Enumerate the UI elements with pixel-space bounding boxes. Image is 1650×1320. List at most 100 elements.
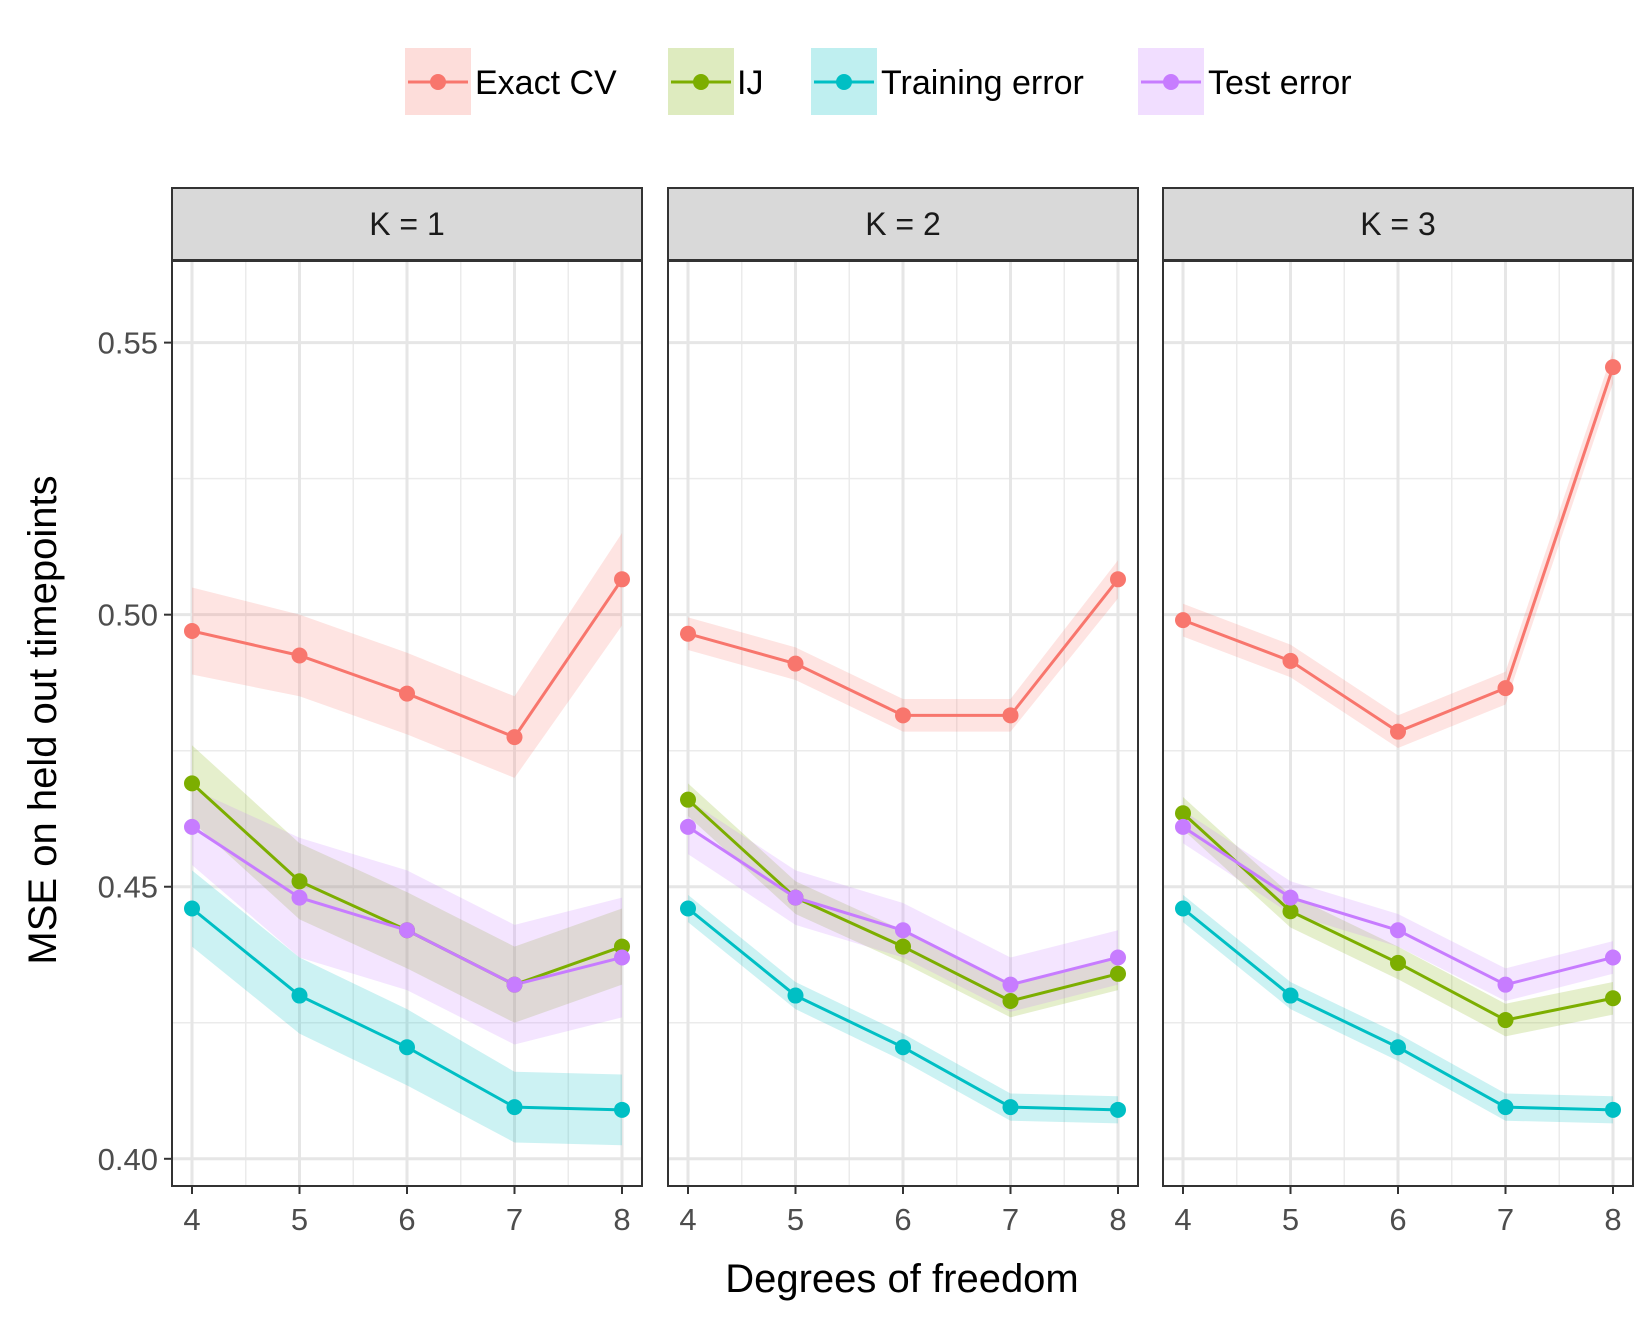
x-axis-title: Degrees of freedom <box>725 1257 1079 1301</box>
panel-2: K = 2 4 5 6 7 8 <box>667 187 1139 1237</box>
point-exact-cv <box>1390 723 1406 740</box>
point-ij <box>680 791 696 808</box>
point-ij <box>1175 805 1191 822</box>
legend-key-point <box>1163 74 1179 90</box>
ribbon-training-error <box>688 894 1118 1124</box>
legend-item-ij: IJ <box>668 48 763 115</box>
chart-panels: K = 1 4 5 6 7 8 K = 2 4 5 6 7 8 K = 3 4 5 6 7 8 <box>171 187 1634 1237</box>
legend-label: IJ <box>737 64 763 102</box>
point-training-error <box>787 987 804 1004</box>
panel-1: K = 1 4 5 6 7 8 <box>171 187 643 1237</box>
legend-key-point <box>836 74 852 90</box>
x-tick-label: 8 <box>613 1202 630 1237</box>
point-exact-cv <box>399 685 415 702</box>
legend-item-test-error: Test error <box>1138 48 1352 115</box>
point-exact-cv <box>1002 707 1019 724</box>
point-test-error <box>1175 818 1191 835</box>
ribbon-test-error <box>1183 810 1613 1001</box>
y-tick-label: 0.50 <box>98 598 158 633</box>
ribbon-training-error <box>1183 894 1613 1124</box>
point-test-error <box>895 922 911 939</box>
point-training-error <box>1497 1099 1514 1116</box>
legend-label: Training error <box>881 64 1084 102</box>
point-test-error <box>787 889 804 906</box>
x-tick-label: 8 <box>1109 1202 1126 1237</box>
ribbon-training-error <box>192 870 622 1146</box>
point-exact-cv <box>680 625 696 642</box>
point-training-error <box>1110 1101 1126 1118</box>
ribbon-ij <box>1183 796 1613 1037</box>
ribbon-exact-cv <box>1183 350 1613 748</box>
x-tick-label: 5 <box>291 1202 308 1237</box>
point-training-error <box>1605 1101 1621 1118</box>
x-tick-label: 4 <box>1174 1202 1191 1237</box>
point-exact-cv <box>1605 359 1621 376</box>
x-tick-label: 7 <box>506 1202 523 1237</box>
point-test-error <box>680 818 696 835</box>
point-ij <box>1110 965 1126 982</box>
point-exact-cv <box>1175 612 1191 629</box>
point-exact-cv <box>291 647 308 664</box>
point-test-error <box>291 889 308 906</box>
point-test-error <box>1605 949 1621 966</box>
point-exact-cv <box>1282 652 1299 669</box>
point-ij <box>1497 1012 1514 1029</box>
panel-strip-label: K = 1 <box>369 206 445 242</box>
legend-item-training-error: Training error <box>811 48 1084 115</box>
legend-label: Test error <box>1208 64 1352 102</box>
legend-label: Exact CV <box>475 64 617 102</box>
x-tick-label: 5 <box>1282 1202 1299 1237</box>
point-training-error <box>184 900 200 917</box>
legend-key-point <box>430 74 446 90</box>
legend: Exact CV IJ Training error Test error <box>405 48 1352 115</box>
point-test-error <box>399 922 415 939</box>
legend-key-point <box>693 74 709 90</box>
point-training-error <box>506 1099 523 1116</box>
x-tick-label: 4 <box>679 1202 696 1237</box>
point-exact-cv <box>1497 680 1514 697</box>
ribbon-exact-cv <box>192 533 622 778</box>
ribbon-ij <box>688 783 1118 1018</box>
point-ij <box>1605 990 1621 1007</box>
point-ij <box>1002 993 1019 1009</box>
point-test-error <box>1282 889 1299 906</box>
point-test-error <box>184 818 200 835</box>
panel-gridlines <box>1163 261 1633 1186</box>
panel-strip <box>1162 187 1634 261</box>
panel-gridlines <box>668 261 1138 1186</box>
ribbon-exact-cv <box>688 560 1118 732</box>
point-test-error <box>1390 922 1406 939</box>
ribbon-ij <box>192 745 622 1023</box>
legend-item-exact-cv: Exact CV <box>405 48 617 115</box>
x-tick-label: 7 <box>1497 1202 1514 1237</box>
point-exact-cv <box>1110 571 1126 588</box>
point-training-error <box>1002 1099 1019 1116</box>
point-ij <box>291 873 308 890</box>
point-ij <box>1390 954 1406 971</box>
point-test-error <box>1497 976 1514 993</box>
x-tick-label: 4 <box>183 1202 200 1237</box>
point-training-error <box>1390 1039 1406 1056</box>
point-ij <box>1282 903 1299 920</box>
point-exact-cv <box>184 623 200 639</box>
panel-3: K = 3 4 5 6 7 8 <box>1162 187 1634 1237</box>
point-training-error <box>680 900 696 917</box>
point-ij <box>184 775 200 792</box>
panel-gridlines <box>172 261 642 1186</box>
point-test-error <box>1110 949 1126 966</box>
y-axis-title: MSE on held out timepoints <box>21 475 65 964</box>
point-training-error <box>1282 987 1299 1004</box>
panel-strip-label: K = 2 <box>865 206 941 242</box>
x-tick-label: 8 <box>1604 1202 1621 1237</box>
point-training-error <box>614 1101 630 1118</box>
point-test-error <box>1002 976 1019 993</box>
panel-strip-label: K = 3 <box>1360 206 1436 242</box>
point-training-error <box>399 1039 415 1056</box>
point-exact-cv <box>787 655 804 672</box>
x-tick-label: 6 <box>398 1202 415 1237</box>
point-training-error <box>1175 900 1191 917</box>
point-test-error <box>506 976 523 993</box>
point-training-error <box>291 987 308 1004</box>
x-tick-label: 5 <box>787 1202 804 1237</box>
